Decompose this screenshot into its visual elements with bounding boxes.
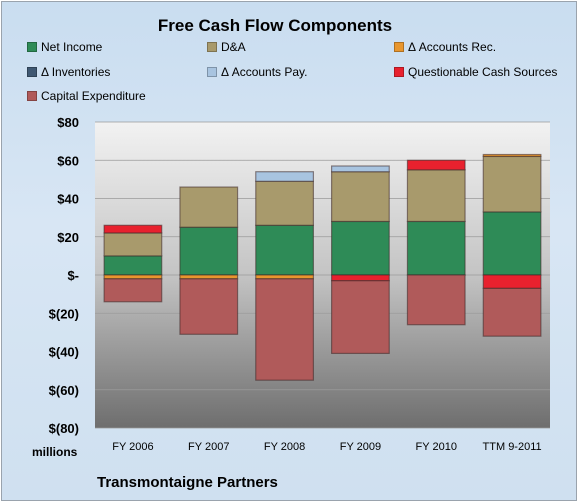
bar-segment [179,226,239,276]
legend-label-capex: Capital Expenditure [41,89,146,103]
y-tick-label: $20 [57,230,79,245]
bar-segment [179,186,239,228]
units-label: millions [32,445,78,459]
legend-label-da: D&A [221,40,246,54]
bar-segment [103,224,163,234]
bar-segment [331,220,390,276]
chart-title: Free Cash Flow Components [157,16,393,35]
legend-item-da: D&A [207,40,246,54]
x-tick-label: TTM 9-2011 [483,441,542,453]
x-axis-ticks: FY 2006 FY 2007 FY 2008 FY 2009 FY 2010 TTM 9… [112,441,541,453]
bar-segment [331,171,390,223]
bar-segment [179,278,239,335]
bar-segment [255,171,314,182]
bar-segment [103,278,163,303]
bar-segment [482,274,542,289]
x-tick-label: FY 2006 [112,441,153,453]
bar-segment [255,224,314,276]
bar-segment [482,153,542,158]
legend-swatch-accounts-rec [394,42,404,52]
y-tick-label: $(40) [49,345,79,360]
legend-label-accounts-pay: Δ Accounts Pay. [221,65,308,79]
y-tick-label: $(60) [49,383,79,398]
legend-swatch-questionable [394,67,404,77]
bar-segment [482,211,542,276]
bar-segment [331,165,390,173]
legend-item-net-income: Net Income [27,40,102,54]
y-tick-label: $40 [57,192,79,207]
legend-item-questionable: Questionable Cash Sources [394,65,557,79]
legend-item-inventories: Δ Inventories [27,65,110,79]
x-tick-label: FY 2008 [264,441,305,453]
bar-segment [103,255,163,276]
bar-segment [482,287,542,337]
gridlines [95,121,550,429]
bar-segment [406,169,466,223]
y-tick-label: $- [67,268,79,283]
legend-label-accounts-rec: Δ Accounts Rec. [408,40,497,54]
x-tick-label: FY 2009 [340,441,381,453]
company-name: Transmontaigne Partners [97,474,278,491]
legend-label-inventories: Δ Inventories [41,65,111,79]
bar-segment [406,274,466,326]
bar-segment [331,280,390,355]
legend-item-capex: Capital Expenditure [27,89,146,103]
legend-swatch-capex [27,91,37,101]
bar-segment [331,274,390,282]
legend-item-accounts-rec: Δ Accounts Rec. [394,40,496,54]
legend-label-net-income: Net Income [41,40,103,54]
bar-segment [482,155,542,213]
y-tick-label: $80 [57,115,79,130]
bar-segment [103,232,163,257]
x-tick-label: FY 2007 [188,441,229,453]
legend-label-questionable: Questionable Cash Sources [408,65,558,79]
bar-segment [255,180,314,226]
legend-swatch-inventories [27,67,37,77]
bar-segment [255,278,314,381]
y-tick-label: $(80) [49,421,79,436]
legend-swatch-da [207,42,217,52]
y-axis-ticks: $80 $60 $40 $20 $- $(20) $(40) $(60) $(80) [49,115,79,436]
legend-item-accounts-pay: Δ Accounts Pay. [207,65,308,79]
bars [103,153,542,381]
x-tick-label: FY 2010 [416,441,457,453]
bar-segment [406,220,466,276]
legend-swatch-accounts-pay [207,67,217,77]
y-tick-label: $(20) [49,306,79,321]
legend-swatch-net-income [27,42,37,52]
y-tick-label: $60 [57,153,79,168]
bar-segment [406,159,466,171]
